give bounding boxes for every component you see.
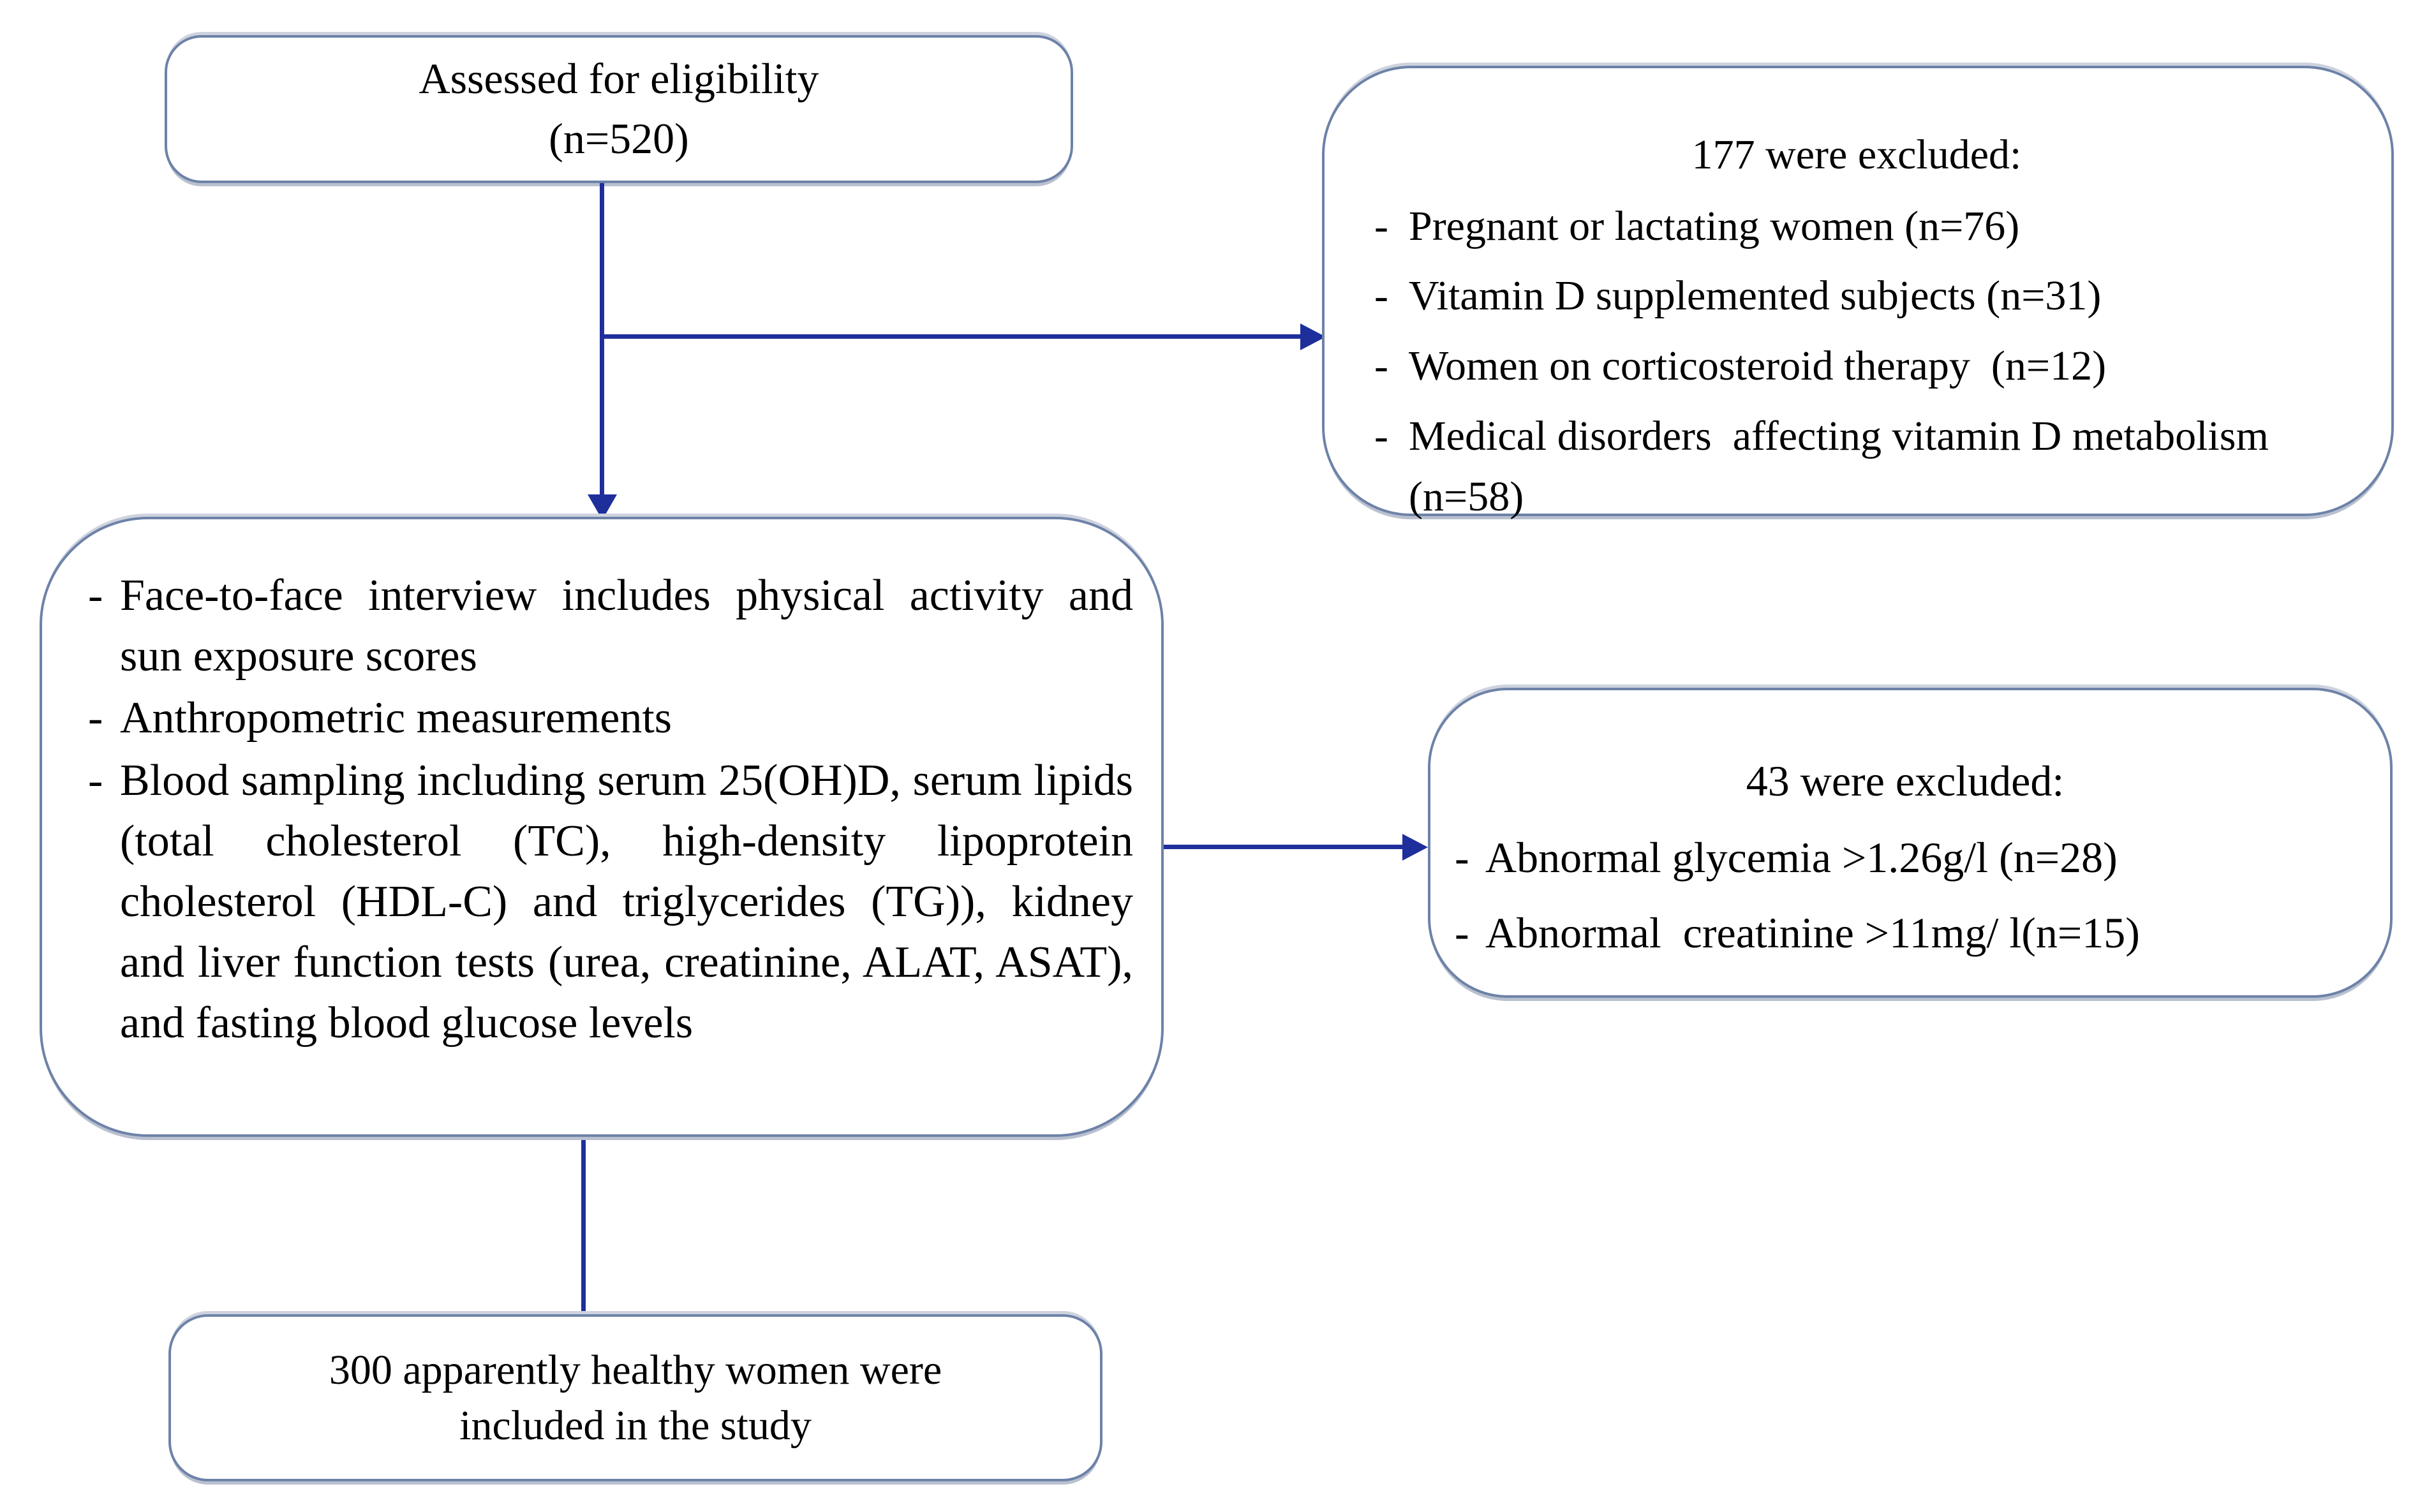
list-item-text: Anthropometric measurements bbox=[120, 693, 672, 743]
list-item: - Pregnant or lactating women (n=76) bbox=[1355, 196, 2358, 257]
list-item: - Women on corticosteroid therapy (n=12) bbox=[1355, 336, 2358, 397]
arrow-to-excluded-43-head bbox=[1402, 834, 1428, 861]
bullet-dash: - bbox=[88, 571, 103, 620]
list-item: - Face-to-face interview includes physic… bbox=[74, 565, 1133, 686]
list-item: - Abnormal glycemia >1.26g/l (n=28) bbox=[1446, 828, 2364, 888]
box-excluded-177: 177 were excluded: - Pregnant or lactati… bbox=[1322, 66, 2394, 520]
list-item-text: Pregnant or lactating women (n=76) bbox=[1409, 202, 2020, 249]
arrow-to-excluded-177-head bbox=[1300, 323, 1326, 350]
list-item-text: Vitamin D supplemented subjects (n=31) bbox=[1409, 272, 2102, 320]
bullet-dash: - bbox=[1374, 412, 1388, 459]
list-item-text: Abnormal glycemia >1.26g/l (n=28) bbox=[1485, 833, 2118, 882]
bullet-dash: - bbox=[1455, 833, 1469, 882]
arrow-to-excluded-177-line bbox=[602, 334, 1302, 339]
assessed-line-1: Assessed for eligibility bbox=[419, 54, 819, 103]
bullet-dash: - bbox=[1374, 343, 1388, 390]
list-item: - Vitamin D supplemented subjects (n=31) bbox=[1355, 265, 2358, 327]
list-item-text: Face-to-face interview includes physical… bbox=[120, 571, 1133, 681]
bullet-dash: - bbox=[1374, 272, 1388, 320]
list-item-text: Abnormal creatinine >11mg/ l(n=15) bbox=[1485, 908, 2140, 957]
included-line-2: included in the study bbox=[459, 1402, 812, 1449]
included-line-1: 300 apparently healthy women were bbox=[329, 1346, 942, 1393]
list-item: - Anthropometric measurements bbox=[74, 688, 1133, 748]
list-item: - Blood sampling including serum 25(OH)D… bbox=[74, 750, 1133, 1054]
list-item: - Medical disorders affecting vitamin D … bbox=[1355, 406, 2358, 528]
box-assessed-eligibility: Assessed for eligibility (n=520) bbox=[165, 35, 1073, 183]
arrow-to-excluded-43-line bbox=[1164, 845, 1404, 849]
box-included-300: 300 apparently healthy women were includ… bbox=[168, 1314, 1102, 1481]
list-item-text: Blood sampling including serum 25(OH)D, … bbox=[120, 755, 1133, 1048]
excluded-177-title: 177 were excluded: bbox=[1691, 131, 2022, 178]
list-item-text: Women on corticosteroid therapy (n=12) bbox=[1409, 343, 2107, 390]
arrow-assessed-to-procedures-head bbox=[588, 494, 617, 520]
box-study-procedures: - Face-to-face interview includes physic… bbox=[40, 517, 1164, 1137]
list-item-text: Medical disorders affecting vitamin D me… bbox=[1409, 412, 2280, 521]
arrow-assessed-to-procedures-line bbox=[600, 183, 604, 497]
bullet-dash: - bbox=[88, 755, 103, 805]
bullet-dash: - bbox=[1455, 908, 1469, 957]
excluded-43-title: 43 were excluded: bbox=[1746, 757, 2065, 805]
bullet-dash: - bbox=[1374, 202, 1388, 249]
box-excluded-43: 43 were excluded: - Abnormal glycemia >1… bbox=[1428, 688, 2393, 998]
connector-procedures-to-included bbox=[581, 1139, 586, 1314]
list-item: - Abnormal creatinine >11mg/ l(n=15) bbox=[1446, 903, 2364, 963]
assessed-count: (n=520) bbox=[549, 114, 689, 163]
bullet-dash: - bbox=[88, 693, 103, 743]
